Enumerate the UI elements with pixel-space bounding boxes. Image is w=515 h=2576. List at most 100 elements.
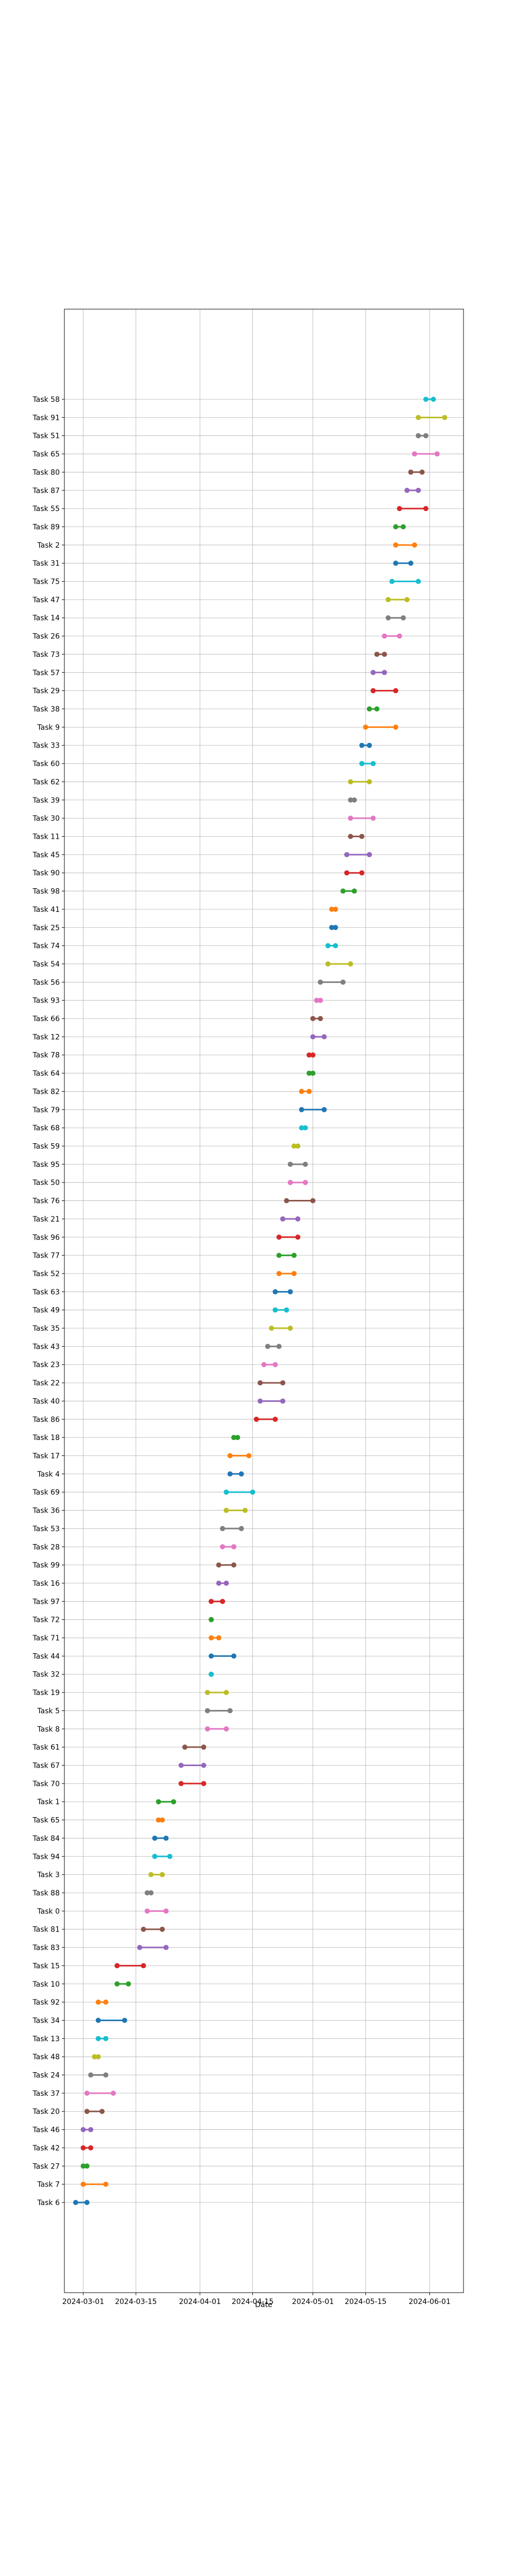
- task-end-point: [302, 1180, 308, 1185]
- task-end-point: [295, 1216, 301, 1222]
- task-end-point: [209, 1671, 214, 1677]
- task-dumbbell: [367, 706, 380, 712]
- task-start-point: [216, 1562, 221, 1568]
- task-start-point: [95, 2036, 101, 2041]
- task-end-point: [431, 397, 436, 402]
- task-end-point: [423, 433, 428, 438]
- task-dumbbell: [95, 2036, 109, 2041]
- task-start-point: [156, 1799, 161, 1805]
- task-end-point: [393, 688, 399, 693]
- y-tick-label: Task 10: [32, 1980, 60, 1989]
- y-tick-label: Task 78: [32, 1052, 60, 1060]
- y-tick-label: Task 92: [32, 1998, 60, 2007]
- task-end-point: [250, 1489, 255, 1495]
- task-dumbbell: [306, 1052, 316, 1058]
- task-dumbbell: [148, 1872, 165, 1877]
- task-start-point: [227, 1453, 233, 1459]
- y-tick-label: Task 39: [32, 796, 60, 805]
- x-tick-label: 2024-04-01: [179, 2298, 221, 2306]
- task-end-point: [231, 1544, 237, 1550]
- task-end-point: [382, 651, 387, 657]
- task-dumbbell: [310, 1016, 323, 1022]
- task-end-point: [333, 943, 338, 948]
- task-end-point: [148, 1890, 154, 1895]
- task-end-point: [408, 561, 414, 566]
- y-tick-label: Task 62: [32, 778, 60, 786]
- task-dumbbell: [325, 943, 338, 948]
- task-dumbbell: [84, 2109, 105, 2114]
- task-end-point: [99, 2109, 105, 2114]
- task-start-point: [156, 1817, 161, 1823]
- y-tick-label: Task 79: [32, 1106, 60, 1114]
- task-dumbbell: [404, 487, 421, 493]
- task-start-point: [397, 506, 402, 512]
- x-tick-label: 2024-06-01: [409, 2298, 451, 2306]
- y-tick-label: Task 86: [32, 1416, 60, 1424]
- task-start-point: [382, 633, 387, 639]
- y-tick-label: Task 88: [32, 1889, 60, 1897]
- task-end-point: [201, 1781, 207, 1786]
- task-dumbbell: [329, 906, 338, 912]
- task-start-point: [220, 1526, 226, 1531]
- x-tick-label: 2024-05-15: [345, 2298, 386, 2306]
- y-tick-label: Task 77: [32, 1252, 60, 1260]
- y-tick-label: Task 32: [32, 1671, 60, 1679]
- task-start-point: [393, 524, 399, 530]
- task-start-point: [299, 1089, 304, 1094]
- task-start-point: [404, 487, 410, 493]
- task-dumbbell: [284, 1198, 316, 1204]
- task-dumbbell: [265, 1344, 282, 1349]
- task-dumbbell: [216, 1580, 229, 1586]
- task-dumbbell: [216, 1562, 237, 1568]
- task-dumbbell: [348, 816, 376, 821]
- task-end-point: [348, 961, 353, 967]
- task-dumbbell: [156, 1799, 177, 1805]
- task-end-point: [416, 487, 421, 493]
- task-start-point: [258, 1380, 263, 1386]
- y-tick-label: Task 49: [32, 1307, 60, 1315]
- task-start-point: [299, 1107, 304, 1112]
- task-dumbbell: [280, 1216, 301, 1222]
- y-tick-label: Task 19: [32, 1689, 60, 1697]
- task-end-point: [367, 852, 372, 857]
- task-end-point: [216, 1635, 221, 1641]
- y-tick-label: Task 9: [37, 723, 60, 732]
- task-dumbbell: [393, 524, 406, 530]
- y-tick-label: Task 89: [32, 523, 60, 531]
- y-tick-label: Task 35: [32, 1325, 60, 1333]
- task-end-point: [103, 2072, 109, 2078]
- task-start-point: [329, 906, 335, 912]
- task-end-point: [163, 1945, 169, 1951]
- task-end-point: [141, 1963, 146, 1969]
- task-start-point: [408, 469, 414, 475]
- y-tick-label: Task 94: [32, 1853, 60, 1861]
- y-tick-label: Task 28: [32, 1543, 60, 1551]
- task-start-point: [344, 852, 350, 857]
- task-dumbbell: [416, 415, 448, 420]
- task-dumbbell: [397, 506, 428, 512]
- task-dumbbell: [253, 1416, 278, 1422]
- x-tick-labels: 2024-03-01 2024-03-15 2024-04-01 2024-04-15…: [62, 2293, 451, 2306]
- task-end-point: [302, 1161, 308, 1167]
- task-end-point: [171, 1799, 177, 1805]
- task-end-point: [442, 415, 448, 420]
- y-tick-label: Task 2: [37, 541, 60, 550]
- task-end-point: [359, 870, 365, 876]
- task-end-point: [367, 742, 372, 748]
- task-start-point: [393, 542, 399, 548]
- task-start-point: [280, 1216, 286, 1222]
- task-end-point: [160, 1817, 165, 1823]
- task-start-point: [348, 834, 353, 839]
- task-end-point: [163, 1908, 169, 1914]
- task-dumbbell: [325, 961, 353, 967]
- task-start-point: [253, 1416, 259, 1422]
- task-end-point: [295, 1143, 301, 1149]
- y-tick-label: Task 17: [32, 1452, 60, 1461]
- y-tick-label: Task 11: [32, 833, 60, 841]
- task-start-point: [209, 1635, 214, 1641]
- task-end-point: [224, 1690, 229, 1696]
- task-start-point: [92, 2054, 97, 2060]
- task-start-point: [84, 2109, 90, 2114]
- task-start-point: [269, 1326, 274, 1331]
